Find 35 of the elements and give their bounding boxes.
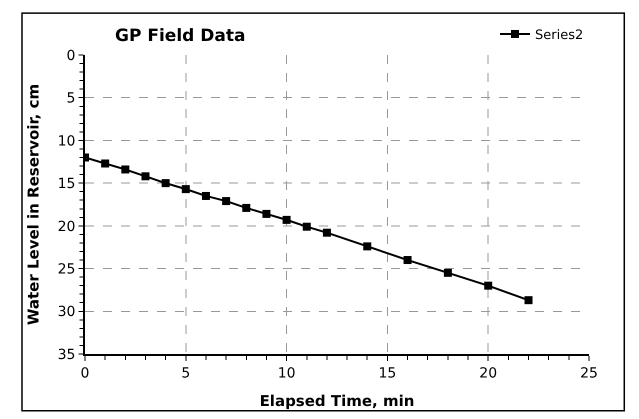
y-tick-label: 10 [58,133,76,150]
point [524,296,533,304]
point [404,256,412,264]
point [121,165,130,174]
x-tick-label: 10 [278,366,296,382]
y-tick-label: 0 [66,48,76,64]
point [182,185,190,194]
x-tick-label: 0 [80,366,90,382]
point [242,204,250,212]
point [322,228,331,237]
y-tick-label: 15 [58,176,76,192]
y-tick-label: 20 [58,218,76,235]
point [101,159,110,168]
point [162,179,170,188]
legend-label: Series2 [535,28,584,44]
point [444,268,452,277]
point [222,197,230,206]
x-tick-label: 20 [479,366,498,382]
y-axis-title: Water Level in Reservoir, cm [24,84,42,326]
x-tick-label: 5 [181,366,190,382]
point [202,192,210,200]
x-tick-label: 25 [580,366,598,382]
point [282,216,291,224]
x-tick-label: 15 [378,366,396,382]
y-tick-label: 5 [66,90,76,107]
chart-title: GP Field Data [115,26,246,46]
x-axis-title: Elapsed Time, min [260,392,414,410]
point [363,242,372,250]
point [484,282,492,290]
point [302,222,311,231]
point [262,210,270,218]
y-tick-label: 25 [58,261,76,278]
point [141,172,150,180]
y-tick-label: 35 [58,346,76,363]
y-tick-label: 30 [58,304,76,320]
